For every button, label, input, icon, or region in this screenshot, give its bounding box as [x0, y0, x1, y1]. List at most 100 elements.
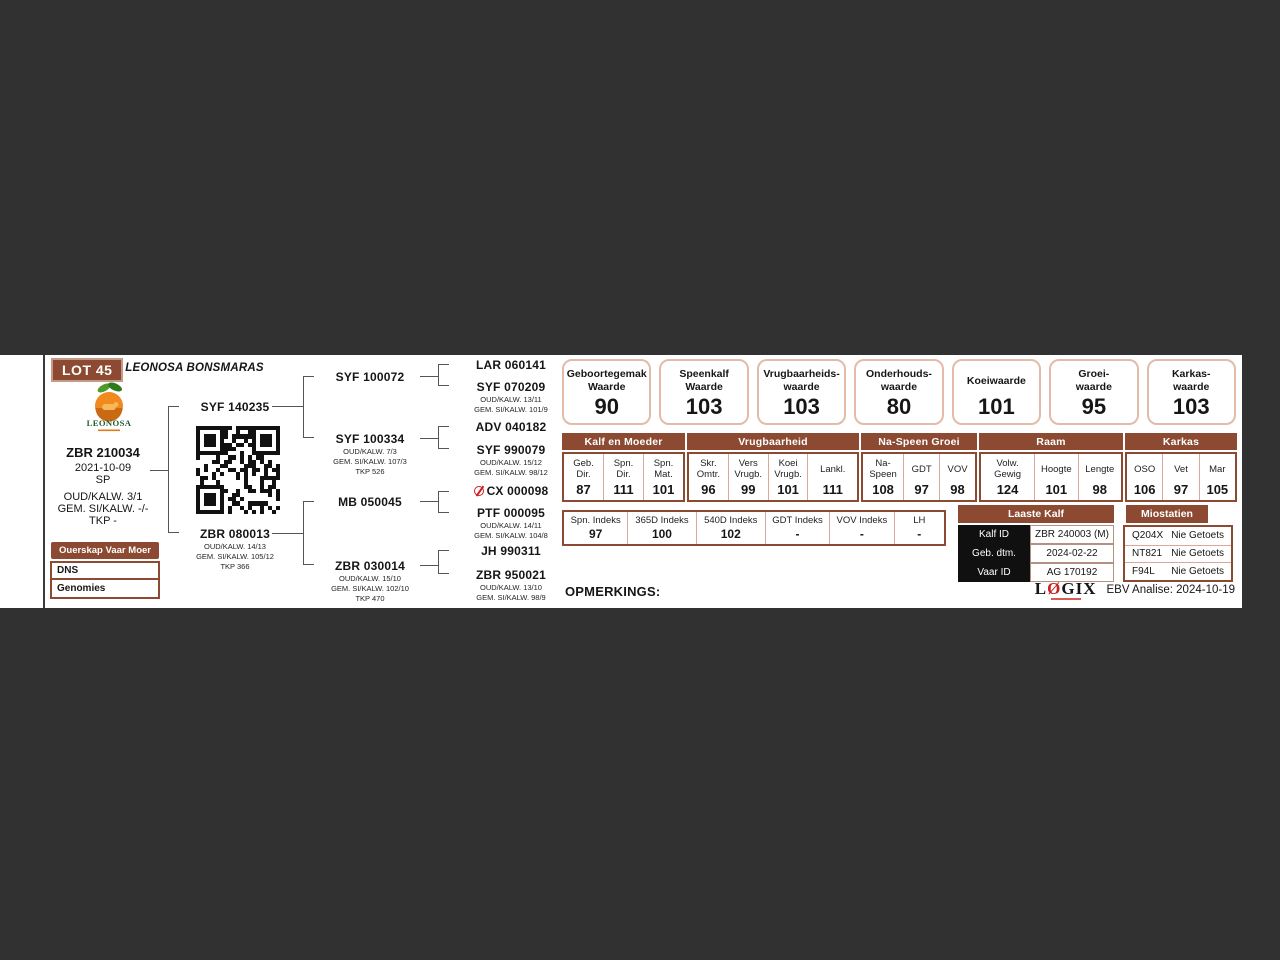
laaste-kalf-value: AG 170192: [1030, 563, 1114, 582]
value-box-value: 103: [783, 394, 820, 419]
miostatien-header: Miostatien: [1126, 505, 1208, 523]
laaste-kalf-row: Geb. dtm. 2024-02-22: [958, 544, 1114, 563]
pedigree-gp-stat: TKP 526: [355, 467, 385, 476]
pedigree-line: [420, 501, 438, 502]
ebv-cell: Lankl. 111: [807, 454, 857, 500]
ebv-cell: Spn. Mat. 101: [643, 454, 683, 500]
laaste-kalf-row: Kalf ID ZBR 240003 (M): [958, 525, 1114, 544]
value-box-label: Vrugbaarheids-: [763, 368, 840, 381]
pedigree-gp-id: SYF 100072: [335, 370, 405, 384]
laaste-kalf-table: Kalf ID ZBR 240003 (M) Geb. dtm. 2024-02…: [958, 525, 1114, 582]
ebv-group-header: Kalf en Moeder: [562, 433, 685, 450]
pedigree-ggp-stat: GEM. SI/KALW. 101/9: [474, 405, 548, 414]
logo-leaf-icon: [107, 382, 123, 392]
value-box-label: Geboortegemak: [566, 368, 647, 381]
ebv-cell: Koei Vrugb. 101: [767, 454, 808, 500]
pedigree-ggp-id: PTF 000095: [476, 506, 546, 520]
value-box-value: 103: [1172, 394, 1210, 419]
pedigree-ggp-id: JH 990311: [481, 544, 541, 558]
value-box-value: 90: [594, 394, 619, 419]
ebv-analise-date: EBV Analise: 2024-10-19: [1106, 584, 1235, 596]
pedigree-bracket-gp1: [438, 364, 449, 386]
pedigree-ggp-stat: GEM. SI/KALW. 104/8: [474, 531, 548, 540]
value-box-label: Speenkalf: [679, 368, 729, 381]
value-box-label: waarde: [880, 381, 918, 393]
ebv-cell: Vet 97: [1162, 454, 1198, 500]
index-cell: LH -: [893, 512, 944, 544]
logo-orange-shade: [95, 408, 123, 422]
ebv-group-header: Raam: [979, 433, 1123, 450]
pedigree-dam-stat: GEM. SI/KALW. 105/12: [196, 552, 274, 561]
miostatien-table: Q204X Nie Getoets NT821 Nie Getoets F94L…: [1123, 525, 1233, 582]
pedigree-bracket-dam: [303, 501, 314, 565]
pedigree-bracket-gp2: [438, 426, 449, 449]
pedigree-ggp-stat: GEM. SI/KALW. 98/9: [476, 593, 546, 602]
logo-cow-icon: [102, 404, 116, 410]
value-box-value: 101: [978, 394, 1015, 419]
gene-name: F94L: [1132, 565, 1155, 577]
ebv-group-header: Karkas: [1125, 433, 1237, 450]
pedigree-ggp-id: SYF 070209: [476, 380, 546, 394]
pedigree-gp-id: ZBR 030014: [334, 559, 406, 573]
value-box-row: Geboortegemak Waarde 90 Speenkalf Waarde 1…: [562, 359, 1236, 425]
value-box-label: Waarde: [685, 381, 723, 393]
value-box-koeiwaarde: Koeiwaarde 101: [951, 359, 1042, 425]
value-box-label: Waarde: [587, 381, 626, 393]
farm-title: LEONOSA BONSMARAS: [125, 362, 264, 374]
value-box-label: waarde: [1075, 381, 1112, 393]
pedigree-gp-stat: GEM. SI/KALW. 102/10: [331, 584, 409, 593]
lot-badge: LOT 45: [51, 358, 124, 382]
value-box-label: Onderhouds-: [866, 368, 932, 381]
ebv-cell: GDT 97: [903, 454, 939, 500]
value-box-label: waarde: [1173, 381, 1210, 393]
ebv-cell: Na- Speen 108: [869, 458, 897, 497]
pedigree-gp-id: MB 050045: [338, 495, 402, 509]
catalog-card: LOT 45 LEONOSA BONSMARAS LEONOSA ZBR 210…: [0, 355, 1242, 608]
ouerskap-col-vaar: Vaar: [105, 545, 126, 556]
pedigree-sire-id: SYF 140235: [200, 400, 270, 414]
ebv-group-header: Vrugbaarheid: [687, 433, 859, 450]
laaste-kalf-value: 2024-02-22: [1030, 544, 1114, 563]
index-cell: Spn. Indeks 97: [570, 515, 621, 541]
pedigree-dam-stat: OUD/KALW. 14/13: [204, 542, 266, 551]
pedigree-line: [272, 533, 303, 534]
value-box-label: Karkas-: [1171, 368, 1211, 381]
laaste-kalf-value: ZBR 240003 (M): [1030, 525, 1114, 544]
logo-leaf-icon: [97, 383, 111, 393]
ouerskap-col-moer: Moer: [128, 545, 151, 556]
pedigree-dam-id: ZBR 080013: [199, 527, 271, 541]
animal-stat-tkp: TKP -: [89, 515, 117, 527]
value-box-geboortegemak: Geboortegemak Waarde 90: [562, 359, 652, 425]
ebv-group-raam: Raam Volw. Gewig 124 Hoogte 101 Lengte 98: [979, 433, 1123, 502]
index-table: Spn. Indeks 97 365D Indeks 100 540D Indeks…: [562, 510, 946, 546]
pedigree-ggp-stat: OUD/KALW. 13/10: [480, 583, 542, 592]
animal-stat-sikalw: GEM. SI/KALW. -/-: [57, 503, 149, 515]
miostatien-row: NT821 Nie Getoets: [1125, 544, 1231, 563]
value-box-label: Groei-: [1078, 368, 1110, 381]
laaste-kalf-label: Vaar ID: [958, 563, 1030, 582]
laaste-kalf-header: Laaste Kalf: [958, 505, 1114, 523]
pedigree-ggp-id: CX 000098: [486, 484, 549, 498]
index-cell: 540D Indeks 102: [695, 512, 765, 544]
pedigree-ggp-id: SYF 990079: [476, 443, 546, 457]
pedigree-bracket-animal: [168, 406, 179, 533]
pedigree-ggp-stat: GEM. SI/KALW. 98/12: [474, 468, 548, 477]
pedigree-ggp-stat: OUD/KALW. 13/11: [480, 395, 542, 404]
card-left-border: [43, 355, 45, 608]
logo-cow-icon: [113, 402, 119, 407]
animal-stat-oudkalw: OUD/KALW. 3/1: [63, 491, 143, 503]
logix-logo: LØGIX: [1035, 580, 1097, 600]
logix-o-icon: Ø: [1047, 579, 1062, 598]
ebv-cell: Mar 105: [1198, 454, 1235, 500]
ebv-group-kalf-en-moeder: Kalf en Moeder Geb. Dir. 87 Spn. Dir. 111 Sp…: [562, 433, 685, 502]
pedigree-gp-stat: GEM. SI/KALW. 107/3: [333, 457, 407, 466]
pedigree-line: [272, 406, 303, 407]
animal-birthdate: 2021-10-09: [74, 462, 132, 474]
index-cell: GDT Indeks -: [764, 512, 829, 544]
pedigree-ggp-id: ZBR 950021: [475, 568, 547, 582]
opmerkings-label: OPMERKINGS:: [565, 584, 661, 599]
ouerskap-col-ouerskap: Ouerskap: [59, 545, 103, 556]
pedigree-ggp-id: ADV 040182: [475, 420, 547, 434]
ebv-group-header: Na-Speen Groei: [861, 433, 977, 450]
